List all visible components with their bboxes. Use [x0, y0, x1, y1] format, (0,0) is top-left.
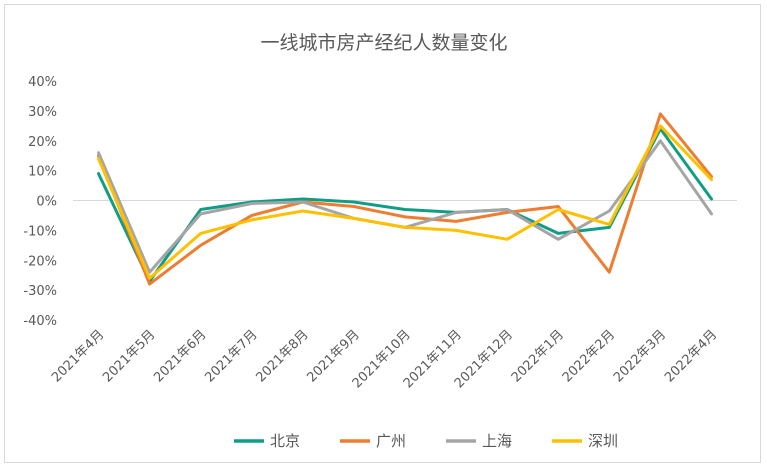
- x-tick-label: 2022年1月: [509, 327, 567, 385]
- legend: 北京 广州 上海 深圳: [234, 432, 618, 450]
- series-line-4: [97, 124, 713, 280]
- y-axis-ticks: -40% -30% -20% -10% 0% 10% 20% 30% 40%: [23, 75, 57, 329]
- x-tick-label: 2021年7月: [202, 327, 260, 385]
- legend-label: 上海: [482, 432, 512, 450]
- y-tick-label: -30%: [23, 284, 57, 299]
- x-tick-label: 2022年2月: [560, 327, 618, 385]
- line-chart: 一线城市房产经纪人数量变化 -40% -30% -20% -10% 0% 10% 20% 30…: [23, 32, 737, 450]
- x-tick-label: 2022年3月: [611, 327, 669, 385]
- y-tick-label: -40%: [23, 314, 57, 329]
- legend-label: 深圳: [588, 432, 618, 450]
- x-tick-label: 2021年6月: [151, 327, 209, 385]
- x-tick-label: 2021年5月: [100, 327, 158, 385]
- legend-label: 广州: [376, 432, 406, 450]
- y-tick-label: 20%: [28, 135, 57, 150]
- y-tick-label: -20%: [23, 254, 57, 269]
- chart-title: 一线城市房产经纪人数量变化: [260, 32, 507, 54]
- y-tick-label: 0%: [36, 195, 57, 210]
- y-tick-label: 10%: [28, 165, 57, 180]
- x-tick-label: 2021年4月: [49, 327, 107, 385]
- x-axis-ticks: 2021年4月2021年5月2021年6月2021年7月2021年8月2021年…: [49, 327, 720, 391]
- x-tick-label: 2022年4月: [662, 327, 720, 385]
- series-lines: [97, 112, 713, 286]
- y-tick-label: 40%: [28, 75, 57, 90]
- y-tick-label: -10%: [23, 224, 57, 239]
- series-line-2: [97, 112, 713, 286]
- chart-area: 一线城市房产经纪人数量变化 -40% -30% -20% -10% 0% 10% 20% 30…: [4, 4, 761, 463]
- y-tick-label: 30%: [28, 105, 57, 120]
- legend-label: 北京: [270, 432, 300, 450]
- x-tick-label: 2021年8月: [253, 327, 311, 385]
- series-line-1: [97, 127, 713, 283]
